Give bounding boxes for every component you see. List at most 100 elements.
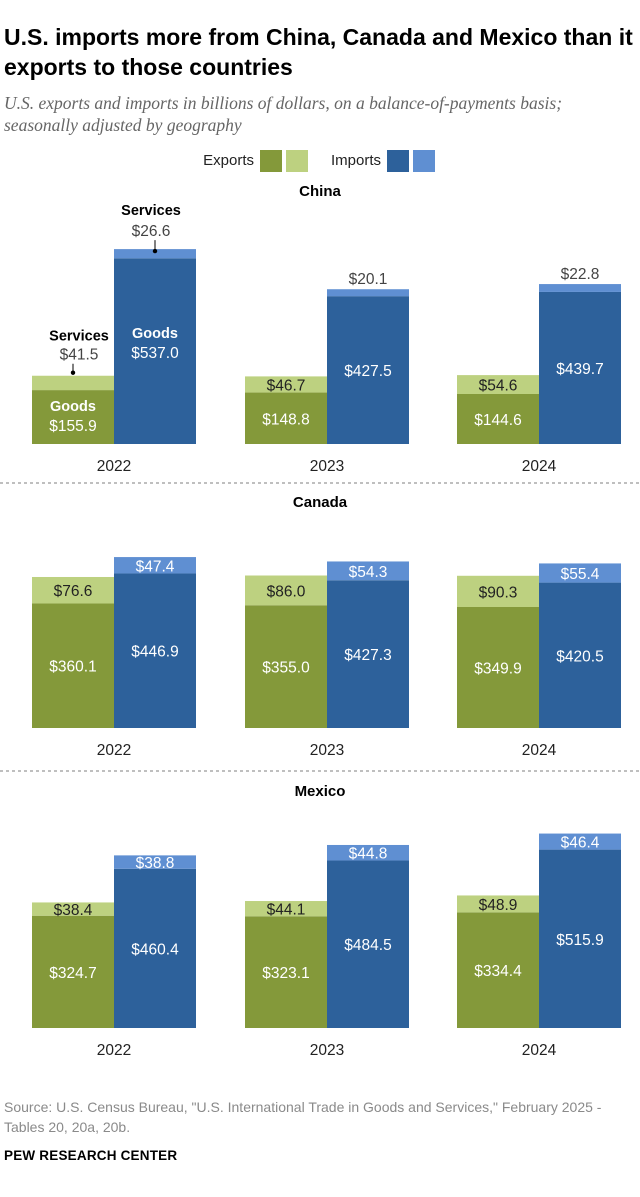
bar-exports-services bbox=[457, 375, 539, 394]
value-label-exports-goods: $155.9 bbox=[49, 418, 96, 435]
bar-imports-services bbox=[114, 855, 196, 869]
bar-exports-goods bbox=[245, 916, 327, 1028]
bar-imports-services bbox=[539, 563, 621, 583]
bar-exports-goods bbox=[32, 915, 114, 1028]
year-label: 2023 bbox=[310, 1042, 344, 1059]
bar-imports-goods bbox=[539, 291, 621, 444]
chart-subtitle: U.S. exports and imports in billions of … bbox=[4, 93, 563, 135]
value-label-imports-goods: $420.5 bbox=[556, 648, 603, 665]
legend-exports-label: Exports bbox=[203, 152, 254, 169]
legend-imports-label: Imports bbox=[331, 152, 381, 169]
legend-imports-services-swatch bbox=[413, 150, 435, 172]
value-label-imports-goods: $427.3 bbox=[344, 647, 391, 664]
legend-exports-goods-swatch bbox=[260, 150, 282, 172]
callout-dot bbox=[70, 370, 76, 375]
bar-exports-goods bbox=[245, 605, 327, 728]
value-label-imports-services: $38.8 bbox=[136, 855, 175, 872]
bar-imports-goods bbox=[539, 582, 621, 728]
value-label-imports-services: $46.4 bbox=[561, 835, 600, 852]
value-label-imports-services: $20.1 bbox=[349, 271, 388, 288]
value-label-imports-goods: $537.0 bbox=[131, 345, 179, 362]
bar-exports-goods bbox=[32, 603, 114, 728]
bar-imports-goods bbox=[327, 580, 409, 728]
bar-exports-services bbox=[32, 576, 114, 604]
bar-exports-services bbox=[32, 902, 114, 916]
year-label: 2024 bbox=[522, 1042, 557, 1059]
brand-footer: PEW RESEARCH CENTER bbox=[4, 1148, 178, 1163]
year-label: 2022 bbox=[97, 1042, 131, 1059]
services-annotation: Services bbox=[121, 203, 181, 219]
value-label-exports-services: $44.1 bbox=[267, 902, 306, 919]
value-label-exports-goods: $144.6 bbox=[474, 412, 521, 429]
panel-title: Mexico bbox=[295, 783, 346, 800]
year-label: 2023 bbox=[310, 458, 344, 475]
year-label: 2024 bbox=[522, 742, 557, 759]
panel-title: China bbox=[299, 183, 341, 200]
bar-exports-goods bbox=[245, 392, 327, 444]
year-label: 2023 bbox=[310, 742, 344, 759]
bar-exports-goods bbox=[32, 390, 114, 444]
bar-imports-services bbox=[114, 249, 196, 259]
bar-exports-services bbox=[245, 376, 327, 393]
source-note: Source: U.S. Census Bureau, "U.S. Intern… bbox=[4, 1099, 602, 1135]
value-label-exports-goods: $324.7 bbox=[49, 965, 96, 982]
panel-title: Canada bbox=[293, 494, 348, 511]
value-label-imports-goods: $515.9 bbox=[556, 932, 603, 949]
value-label-exports-services: $90.3 bbox=[479, 584, 518, 601]
bar-exports-goods bbox=[457, 393, 539, 444]
bar-exports-services bbox=[32, 375, 114, 391]
value-label-exports-services: $76.6 bbox=[54, 583, 93, 600]
year-label: 2022 bbox=[97, 458, 131, 475]
value-label-imports-goods: $484.5 bbox=[344, 937, 391, 954]
bar-exports-services bbox=[245, 575, 327, 606]
value-label-imports-services: $55.4 bbox=[561, 566, 600, 583]
bar-exports-services bbox=[457, 575, 539, 608]
value-label-imports-goods: $460.4 bbox=[131, 941, 179, 958]
bar-imports-services bbox=[114, 557, 196, 574]
chart-title: U.S. imports more from China, Canada and… bbox=[4, 24, 633, 80]
legend-exports-services-swatch bbox=[286, 150, 308, 172]
value-label-exports-services: $38.4 bbox=[54, 902, 93, 919]
value-label-imports-services: $47.4 bbox=[136, 558, 175, 575]
value-label-exports-goods: $148.8 bbox=[262, 411, 309, 428]
bar-exports-goods bbox=[457, 607, 539, 728]
value-label-imports-services: $54.3 bbox=[349, 564, 388, 581]
services-annotation: Services bbox=[49, 329, 109, 345]
value-label-exports-goods: $334.4 bbox=[474, 963, 522, 980]
value-label-exports-goods: $360.1 bbox=[49, 659, 96, 676]
bar-imports-goods bbox=[114, 573, 196, 728]
callout-dot bbox=[152, 248, 158, 254]
bar-imports-goods bbox=[327, 860, 409, 1028]
value-label-exports-goods: $349.9 bbox=[474, 661, 521, 678]
value-label-exports-goods: $355.0 bbox=[262, 660, 310, 677]
year-label: 2024 bbox=[522, 458, 557, 475]
value-label-exports-services: $48.9 bbox=[479, 897, 518, 914]
value-label-exports-services: $41.5 bbox=[60, 347, 99, 364]
bar-exports-services bbox=[457, 895, 539, 913]
bar-exports-goods bbox=[457, 912, 539, 1028]
bar-imports-services bbox=[327, 289, 409, 297]
goods-annotation: Goods bbox=[50, 399, 96, 415]
value-label-imports-goods: $439.7 bbox=[556, 361, 603, 378]
value-label-imports-services: $26.6 bbox=[132, 223, 171, 240]
value-label-imports-goods: $427.5 bbox=[344, 363, 391, 380]
value-label-exports-services: $86.0 bbox=[267, 583, 306, 600]
year-label: 2022 bbox=[97, 742, 131, 759]
value-label-imports-services: $44.8 bbox=[349, 846, 388, 863]
bar-imports-services bbox=[539, 833, 621, 850]
bar-imports-services bbox=[327, 561, 409, 581]
bar-imports-goods bbox=[539, 849, 621, 1028]
value-label-exports-services: $54.6 bbox=[479, 378, 518, 395]
bar-imports-goods bbox=[327, 296, 409, 444]
trade-bar-chart: Exports Imports China Goods $155.9 Services $4… bbox=[0, 150, 640, 1059]
legend-imports-goods-swatch bbox=[387, 150, 409, 172]
goods-annotation: Goods bbox=[132, 326, 178, 342]
value-label-imports-services: $22.8 bbox=[561, 266, 600, 283]
value-label-imports-goods: $446.9 bbox=[131, 644, 178, 661]
bar-imports-goods bbox=[114, 868, 196, 1028]
bar-imports-services bbox=[327, 844, 409, 861]
value-label-exports-goods: $323.1 bbox=[262, 965, 309, 982]
bar-imports-services bbox=[539, 284, 621, 292]
value-label-exports-services: $46.7 bbox=[267, 377, 306, 394]
bar-imports-goods bbox=[114, 258, 196, 444]
